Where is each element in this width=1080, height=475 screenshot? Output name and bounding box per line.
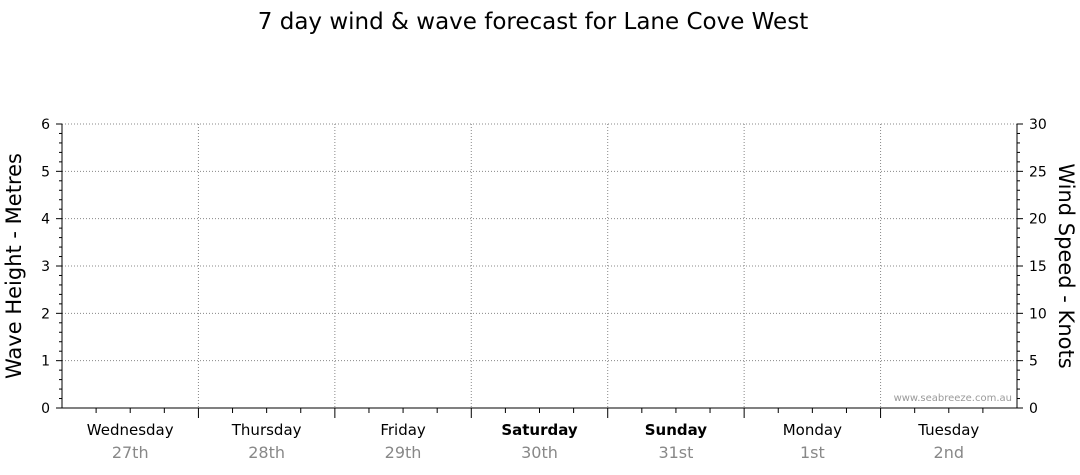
day-date-label: 30th xyxy=(521,443,558,462)
left-tick-label: 1 xyxy=(41,354,50,370)
day-name-label: Thursday xyxy=(231,421,302,439)
right-tick-label: 15 xyxy=(1029,259,1047,275)
right-tick-label: 0 xyxy=(1029,401,1038,417)
day-date-label: 2nd xyxy=(934,443,964,462)
day-name-label: Sunday xyxy=(645,421,708,439)
watermark: www.seabreeze.com.au xyxy=(894,393,1012,404)
left-tick-label: 0 xyxy=(41,401,50,417)
right-tick-label: 25 xyxy=(1029,164,1047,180)
grid-lines xyxy=(62,123,1017,408)
left-tick-label: 3 xyxy=(41,259,50,275)
right-tick-label: 20 xyxy=(1029,212,1047,228)
chart-title: 7 day wind & wave forecast for Lane Cove… xyxy=(258,9,808,35)
right-tick-label: 10 xyxy=(1029,306,1047,322)
right-tick-label: 5 xyxy=(1029,354,1038,370)
left-tick-label: 5 xyxy=(41,164,50,180)
day-date-label: 28th xyxy=(248,443,285,462)
right-axis-ticks: 0 5 10 15 20 25 30 xyxy=(1017,117,1047,417)
day-name-label: Saturday xyxy=(501,421,578,439)
left-tick-label: 6 xyxy=(41,117,50,133)
day-labels: Wednesday 27th Thursday 28th Friday 29th Satur… xyxy=(87,421,980,462)
left-tick-label: 4 xyxy=(41,212,50,228)
left-tick-label: 2 xyxy=(41,306,50,322)
day-date-label: 1st xyxy=(800,443,825,462)
left-axis-ticks: 0 1 2 3 4 5 6 xyxy=(41,117,62,417)
day-date-label: 29th xyxy=(385,443,422,462)
day-name-label: Monday xyxy=(783,421,842,439)
day-date-label: 27th xyxy=(112,443,149,462)
day-date-label: 31st xyxy=(658,443,693,462)
day-name-label: Friday xyxy=(380,421,426,439)
left-axis-title: Wave Height - Metres xyxy=(2,153,26,379)
right-tick-label: 30 xyxy=(1029,117,1047,133)
axes xyxy=(61,124,1018,418)
right-axis-title: Wind Speed - Knots xyxy=(1054,163,1078,368)
day-name-label: Wednesday xyxy=(87,421,174,439)
day-name-label: Tuesday xyxy=(917,421,979,439)
